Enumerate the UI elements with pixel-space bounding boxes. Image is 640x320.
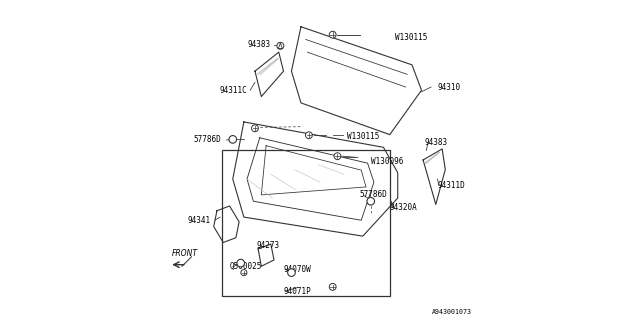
Text: 94273: 94273	[257, 241, 280, 250]
Text: A943001073: A943001073	[432, 309, 472, 315]
Circle shape	[237, 259, 244, 267]
Text: W130096: W130096	[371, 157, 403, 166]
Circle shape	[305, 132, 312, 139]
Text: 94341: 94341	[188, 216, 211, 225]
Text: 94311D: 94311D	[437, 181, 465, 190]
Bar	[221, 150, 390, 296]
Text: 94311C: 94311C	[220, 86, 247, 95]
Text: W130115: W130115	[347, 132, 380, 141]
Text: 94320A: 94320A	[390, 203, 417, 212]
Text: 94383: 94383	[248, 40, 271, 49]
Text: FRONT: FRONT	[172, 249, 198, 258]
Circle shape	[329, 284, 336, 290]
Text: 94071P: 94071P	[284, 287, 311, 296]
Text: 94310: 94310	[437, 83, 461, 92]
Text: 57786D: 57786D	[360, 190, 387, 199]
Text: W130115: W130115	[394, 33, 427, 42]
Circle shape	[252, 125, 259, 132]
Text: 94383: 94383	[425, 138, 448, 147]
Circle shape	[241, 269, 247, 276]
Text: 57786D: 57786D	[194, 135, 221, 144]
Circle shape	[329, 31, 336, 38]
Circle shape	[334, 153, 341, 160]
Text: 94070W: 94070W	[284, 265, 311, 274]
Circle shape	[367, 197, 374, 205]
Circle shape	[287, 269, 295, 276]
Text: Q500025: Q500025	[230, 262, 262, 271]
Circle shape	[229, 136, 237, 143]
Circle shape	[277, 42, 284, 49]
